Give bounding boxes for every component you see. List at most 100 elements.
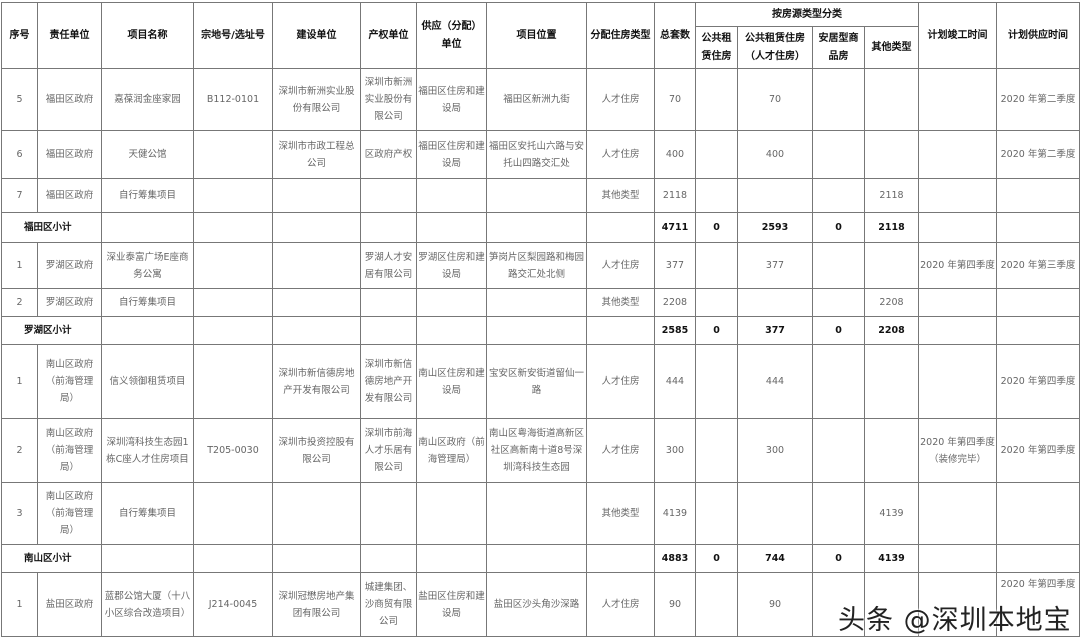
cell-empty — [360, 544, 417, 573]
cell-owner: 区政府产权 — [360, 130, 417, 179]
header-supplier: 供应（分配）单位 — [416, 2, 487, 69]
cell-supply: 2020 年第四季度 — [996, 344, 1080, 419]
cell-location: 福田区新洲九街 — [486, 68, 587, 131]
table-row: 2 南山区政府（前海管理局） 深圳湾科技生态园1栋C座人才住房项目 T205-0030… — [1, 418, 1080, 483]
subtotal-row: 南山区小计 4883 0 744 0 4139 — [1, 544, 1080, 573]
cell-unit: 南山区政府（前海管理局） — [37, 344, 102, 419]
cell-unit: 南山区政府（前海管理局） — [37, 482, 102, 545]
header-complete: 计划竣工时间 — [918, 2, 997, 69]
cell-public-rent — [695, 288, 738, 317]
cell-location: 笋岗片区梨园路和梅园路交汇处北侧 — [486, 242, 587, 289]
cell-empty — [193, 544, 273, 573]
cell-total: 4883 — [654, 544, 696, 573]
cell-builder — [272, 242, 361, 289]
cell-builder — [272, 178, 361, 213]
cell-location — [486, 288, 587, 317]
header-lot: 宗地号/选址号 — [193, 2, 273, 69]
cell-lot: B112-0101 — [193, 68, 273, 131]
cell-name: 深业泰富广场E座商务公寓 — [101, 242, 194, 289]
cell-supplier: 南山区政府（前海管理局） — [416, 418, 487, 483]
cell-owner — [360, 482, 417, 545]
table-row: 3 南山区政府（前海管理局） 自行筹集项目 其他类型 4139 4139 — [1, 482, 1080, 545]
cell-anju: 0 — [812, 316, 865, 345]
cell-talent: 444 — [737, 344, 813, 419]
cell-empty — [101, 316, 194, 345]
cell-alloc-type: 人才住房 — [586, 572, 655, 637]
header-alloc-type: 分配住房类型 — [586, 2, 655, 69]
cell-builder: 深圳市投资控股有限公司 — [272, 418, 361, 483]
cell-empty — [586, 212, 655, 243]
header-name: 项目名称 — [101, 2, 194, 69]
cell-complete: 2020 年第四季度 — [918, 242, 997, 289]
cell-supply — [996, 288, 1080, 317]
header-public-rent: 公共租赁住房 — [695, 26, 738, 69]
cell-public-rent — [695, 130, 738, 179]
cell-talent: 377 — [737, 316, 813, 345]
cell-anju — [812, 482, 865, 545]
cell-label: 罗湖区小计 — [1, 316, 102, 345]
table-row: 5 福田区政府 嘉葆润金座家园 B112-0101 深圳市新洲实业股份有限公司 深圳市新洲… — [1, 68, 1080, 131]
cell-anju — [812, 130, 865, 179]
header-seq: 序号 — [1, 2, 38, 69]
cell-total: 70 — [654, 68, 696, 131]
cell-builder — [272, 288, 361, 317]
cell-supplier: 罗湖区住房和建设局 — [416, 242, 487, 289]
cell-lot — [193, 178, 273, 213]
cell-seq: 7 — [1, 178, 38, 213]
cell-seq: 5 — [1, 68, 38, 131]
header-talent: 公共租赁住房（人才住房） — [737, 26, 813, 69]
cell-other — [864, 572, 919, 637]
watermark: 头条 @深圳本地宝 — [838, 605, 1072, 636]
cell-supplier — [416, 482, 487, 545]
cell-anju — [812, 344, 865, 419]
cell-builder: 深圳市新信德房地产开发有限公司 — [272, 344, 361, 419]
cell-empty — [272, 212, 361, 243]
cell-owner: 深圳市新洲实业股份有限公司 — [360, 68, 417, 131]
cell-other — [864, 344, 919, 419]
cell-location: 宝安区新安街道留仙一路 — [486, 344, 587, 419]
cell-supplier: 福田区住房和建设局 — [416, 68, 487, 131]
cell-empty — [918, 212, 997, 243]
cell-anju — [812, 68, 865, 131]
cell-lot — [193, 482, 273, 545]
cell-talent: 377 — [737, 242, 813, 289]
cell-owner — [360, 288, 417, 317]
cell-total: 300 — [654, 418, 696, 483]
cell-public-rent — [695, 68, 738, 131]
table-row: 1 南山区政府（前海管理局） 信义领御租赁项目 深圳市新信德房地产开发有限公司 深圳市新… — [1, 344, 1080, 419]
cell-empty — [193, 212, 273, 243]
cell-owner: 深圳市新信德房地产开发有限公司 — [360, 344, 417, 419]
cell-location: 盐田区沙头角沙深路 — [486, 572, 587, 637]
cell-complete — [918, 68, 997, 131]
cell-complete — [918, 572, 997, 637]
cell-name: 信义领御租赁项目 — [101, 344, 194, 419]
cell-supply — [996, 482, 1080, 545]
cell-empty — [486, 544, 587, 573]
cell-talent: 744 — [737, 544, 813, 573]
cell-unit: 罗湖区政府 — [37, 242, 102, 289]
cell-supplier — [416, 288, 487, 317]
cell-supply: 2020 年第二季度 — [996, 68, 1080, 131]
header-other: 其他类型 — [864, 26, 919, 69]
cell-supplier: 盐田区住房和建设局 — [416, 572, 487, 637]
cell-unit: 福田区政府 — [37, 130, 102, 179]
cell-other — [864, 418, 919, 483]
cell-supply: 2020 年第四季度 — [996, 572, 1080, 637]
cell-name: 蓝郡公馆大厦（十八小区综合改造项目） — [101, 572, 194, 637]
cell-empty — [272, 316, 361, 345]
cell-alloc-type: 人才住房 — [586, 130, 655, 179]
cell-other: 2118 — [864, 178, 919, 213]
cell-unit: 福田区政府 — [37, 178, 102, 213]
cell-empty — [193, 316, 273, 345]
cell-other: 4139 — [864, 482, 919, 545]
cell-seq: 2 — [1, 288, 38, 317]
cell-unit: 罗湖区政府 — [37, 288, 102, 317]
cell-talent: 400 — [737, 130, 813, 179]
cell-name: 深圳湾科技生态园1栋C座人才住房项目 — [101, 418, 194, 483]
table-row: 2 罗湖区政府 自行筹集项目 其他类型 2208 2208 — [1, 288, 1080, 317]
cell-public-rent — [695, 572, 738, 637]
cell-other: 2208 — [864, 316, 919, 345]
table-row: 6 福田区政府 天健公馆 深圳市市政工程总公司 区政府产权 福田区住房和建设局 福田区安托山… — [1, 130, 1080, 179]
cell-builder: 深圳市新洲实业股份有限公司 — [272, 68, 361, 131]
cell-seq: 1 — [1, 344, 38, 419]
